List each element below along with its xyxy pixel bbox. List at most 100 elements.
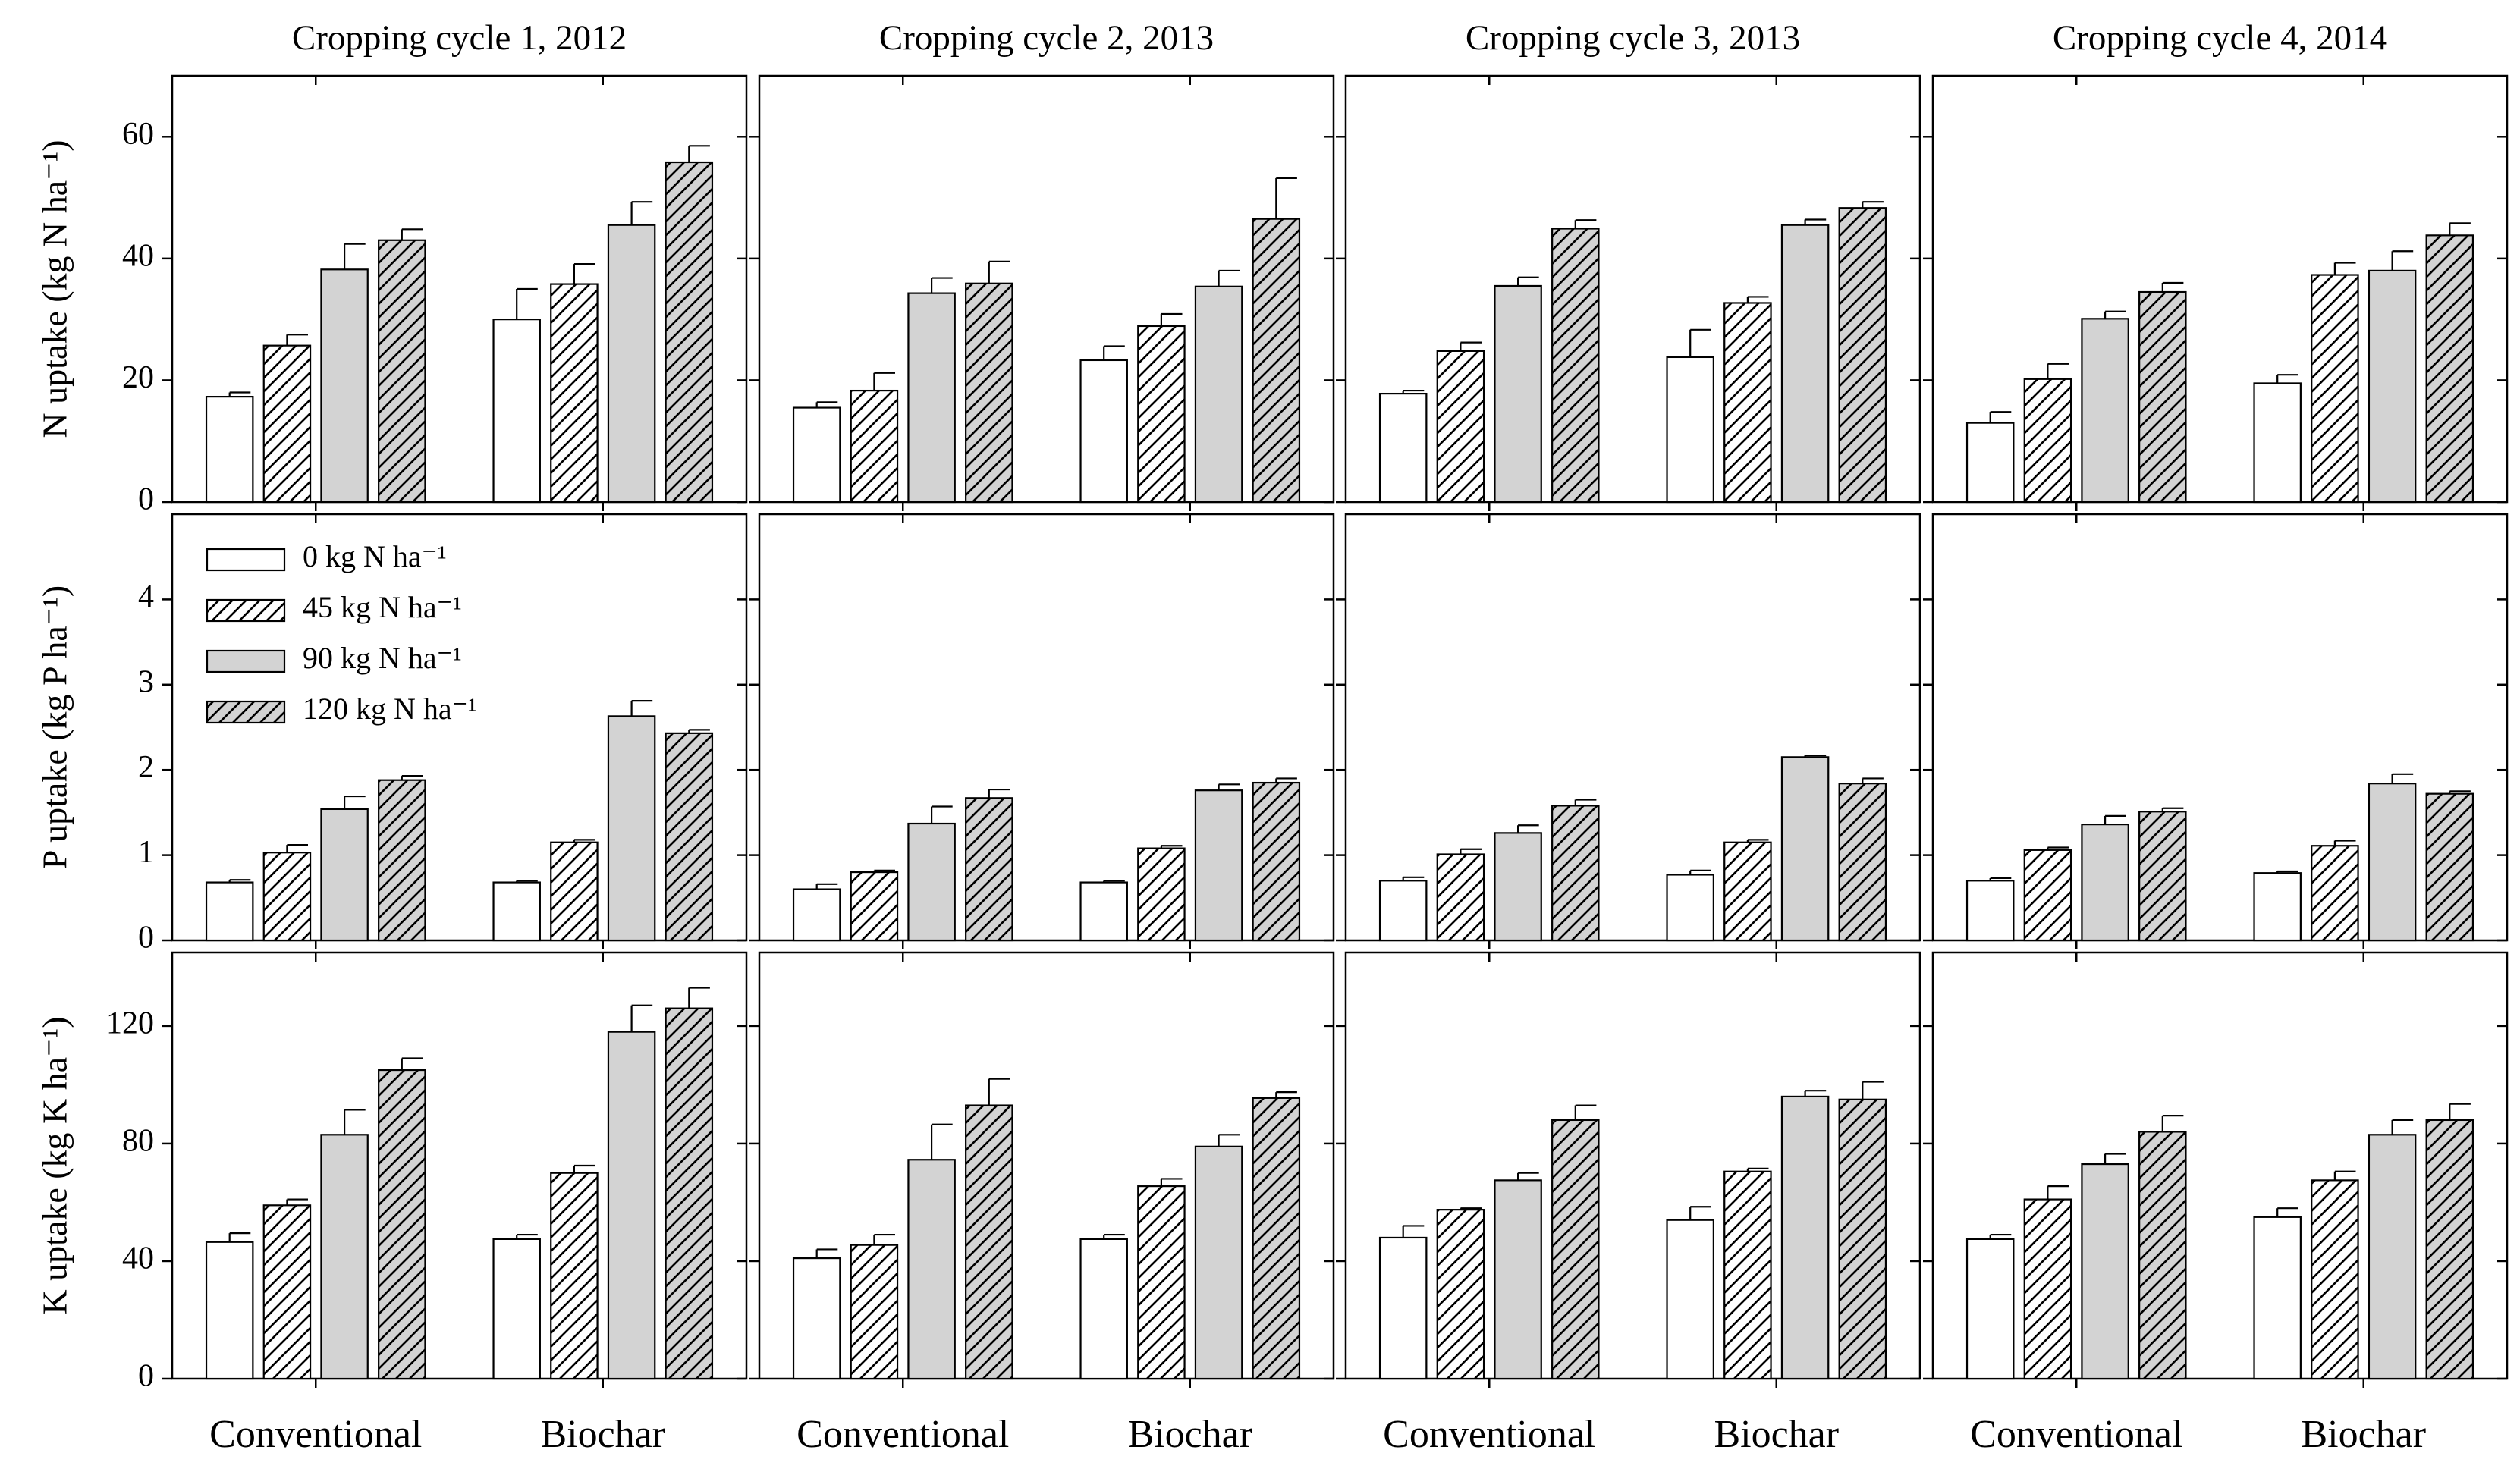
y-axis-label: K uptake (kg K ha⁻¹) — [36, 1016, 74, 1314]
bar — [1723, 1170, 1772, 1380]
y-axis-label: P uptake (kg P ha⁻¹) — [36, 585, 74, 870]
error-bar — [573, 839, 595, 843]
bar — [550, 841, 599, 942]
error-bar — [1402, 389, 1425, 394]
plot-frame — [171, 951, 748, 1380]
error-bar — [516, 880, 538, 883]
error-bar — [815, 401, 838, 408]
bar — [665, 161, 714, 504]
x-tick-label: Conventional — [1970, 1413, 2182, 1456]
error-bar — [931, 1123, 953, 1160]
bar — [2425, 1119, 2474, 1380]
bar — [1494, 832, 1542, 942]
error-bar — [931, 277, 953, 293]
error-bar — [1517, 824, 1539, 833]
error-bar — [988, 1078, 1010, 1106]
legend-swatch — [206, 598, 286, 623]
plot-frame — [758, 951, 1335, 1380]
error-bar — [1460, 341, 1482, 351]
error-bar — [2276, 870, 2298, 874]
error-bar — [1989, 411, 2012, 423]
bar — [850, 1244, 899, 1380]
bar — [492, 1238, 541, 1380]
bar — [262, 344, 312, 504]
error-bar — [1160, 1178, 1183, 1187]
bar — [205, 881, 254, 942]
error-bar — [1862, 1081, 1884, 1100]
y-tick-label: 40 — [122, 1241, 154, 1276]
bar — [2023, 378, 2072, 504]
bar — [2368, 1134, 2417, 1380]
error-bar — [873, 1233, 895, 1245]
bar — [1137, 847, 1186, 942]
error-bar — [931, 805, 953, 824]
error-bar — [1862, 777, 1884, 784]
x-tick-label: Biochar — [1127, 1413, 1252, 1456]
error-bar — [1804, 1090, 1827, 1097]
error-bar — [2449, 790, 2471, 794]
bar — [1551, 228, 1600, 504]
error-bar — [1746, 1167, 1769, 1172]
bar — [2023, 849, 2072, 942]
bar — [1838, 783, 1887, 942]
error-bar — [630, 700, 653, 717]
bar — [1780, 1095, 1830, 1380]
bar — [907, 292, 956, 504]
bar — [320, 268, 369, 504]
bar — [907, 822, 956, 942]
error-bar — [1689, 869, 1711, 875]
error-bar — [286, 844, 308, 853]
bar — [1436, 1209, 1485, 1380]
error-bar — [573, 262, 595, 284]
legend-label: 120 kg N ha⁻¹ — [303, 692, 477, 726]
error-bar — [401, 774, 423, 780]
error-bar — [2047, 363, 2069, 379]
error-bar — [630, 1004, 653, 1032]
bar — [792, 888, 841, 942]
panel-title: Cropping cycle 3, 2013 — [1466, 18, 1800, 58]
bar — [2311, 1179, 2359, 1380]
legend-swatch — [206, 700, 286, 724]
bar — [607, 224, 656, 504]
bar — [2425, 792, 2474, 942]
plot-frame — [1344, 951, 1921, 1380]
error-bar — [1275, 777, 1297, 783]
bar — [378, 239, 426, 504]
error-bar — [2104, 310, 2126, 319]
error-bar — [2047, 846, 2069, 850]
error-bar — [2276, 1207, 2298, 1217]
bar — [1494, 284, 1542, 504]
y-tick-label: 0 — [138, 1359, 154, 1394]
legend-swatch — [206, 649, 286, 673]
error-bar — [988, 788, 1010, 799]
error-bar — [2333, 262, 2356, 275]
plot-frame — [1931, 513, 2509, 942]
error-bar — [1574, 219, 1597, 229]
bar — [1194, 789, 1243, 942]
bar — [665, 1007, 714, 1380]
y-tick-label: 80 — [122, 1124, 154, 1159]
error-bar — [1689, 1206, 1711, 1220]
bar — [2253, 1216, 2302, 1380]
bar — [1378, 392, 1428, 504]
bar — [1137, 325, 1186, 504]
error-bar — [1989, 1233, 2012, 1239]
error-bar — [1275, 177, 1297, 219]
bar — [320, 808, 369, 942]
y-tick-label: 0 — [138, 482, 154, 517]
error-bar — [1103, 880, 1125, 883]
bar — [550, 283, 599, 504]
error-bar — [344, 1109, 366, 1135]
plot-frame — [171, 74, 748, 504]
bar — [1780, 224, 1830, 504]
error-bar — [401, 228, 423, 240]
error-bar — [516, 1233, 538, 1239]
error-bar — [1574, 1104, 1597, 1120]
x-tick-label: Biochar — [540, 1413, 665, 1456]
error-bar — [1460, 848, 1482, 855]
bar — [262, 852, 312, 942]
bar — [1436, 853, 1485, 942]
y-tick-label: 2 — [138, 750, 154, 785]
error-bar — [1689, 328, 1711, 357]
error-bar — [1574, 799, 1597, 806]
